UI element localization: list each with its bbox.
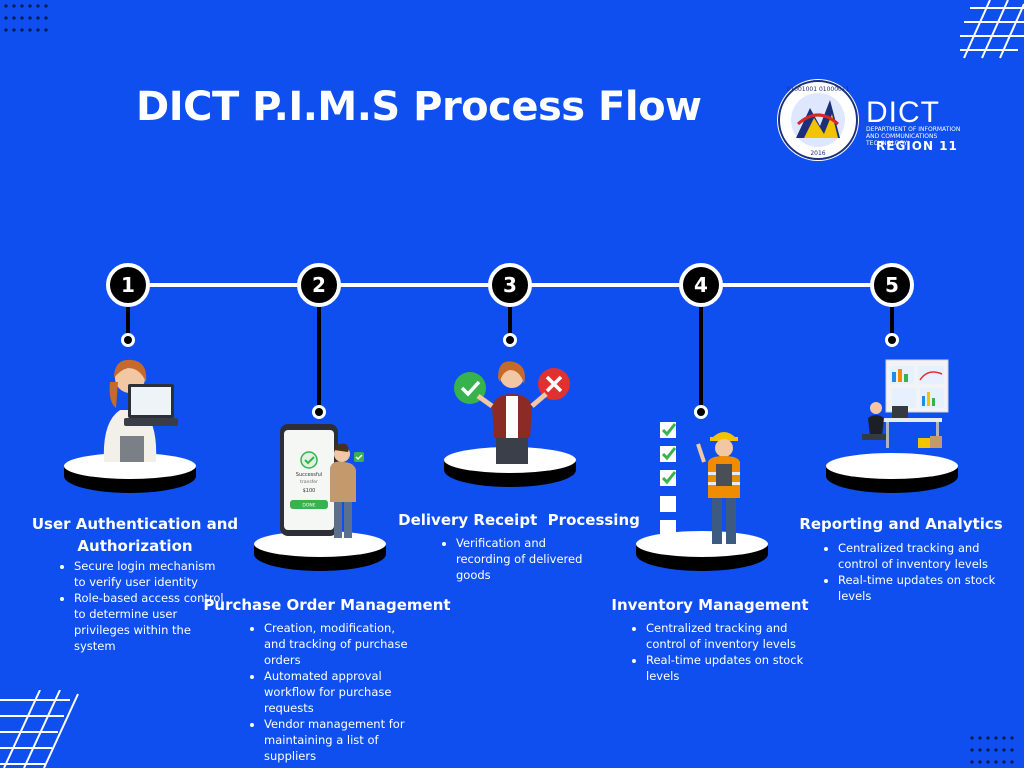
step-1-dot xyxy=(121,333,135,347)
step-4-bullets: Centralized tracking and control of inve… xyxy=(628,620,806,684)
step-5-platform xyxy=(826,453,958,493)
step-5-dot xyxy=(885,333,899,347)
phone-done-button: DONE xyxy=(302,503,315,509)
step-4-connector xyxy=(699,307,703,407)
step-2-platform xyxy=(254,531,386,571)
step-5-bullet: Real-time updates on stock levels xyxy=(838,572,998,604)
step-3-woman-decision-illustration xyxy=(454,361,570,464)
step-3-title: Delivery Receipt Processing xyxy=(398,511,640,529)
step-2-number: 2 xyxy=(297,263,341,307)
step-2-phone-man-illustration: Successful transfer $100 DONE xyxy=(280,424,364,538)
step-3-bullets: Verification and recording of delivered … xyxy=(438,535,586,583)
dot-grid-bottom-right xyxy=(970,736,1014,764)
hatch-pattern-top-right xyxy=(960,0,1024,59)
step-5-connector xyxy=(890,307,894,335)
step-2-bullet: Creation, modification, and tracking of … xyxy=(264,620,420,668)
step-1-bullets: Secure login mechanism to verify user id… xyxy=(56,558,226,654)
step-5-bullet: Centralized tracking and control of inve… xyxy=(838,540,998,572)
step-1-bullet: Secure login mechanism to verify user id… xyxy=(74,558,226,590)
step-1-connector xyxy=(126,307,130,335)
step-2-bullets: Creation, modification, and tracking of … xyxy=(246,620,420,764)
step-5-bullets: Centralized tracking and control of inve… xyxy=(820,540,998,604)
phone-success-label: Successful xyxy=(296,472,322,478)
step-2-bullet: Automated approval workflow for purchase… xyxy=(264,668,420,716)
step-4-checklist-worker-illustration xyxy=(660,422,740,544)
dict-wordmark: DICT xyxy=(866,96,940,129)
step-1-number: 1 xyxy=(106,263,150,307)
dict-region-text: REGION 11 xyxy=(876,139,958,153)
step-3-connector xyxy=(508,307,512,335)
step-4-bullet: Real-time updates on stock levels xyxy=(646,652,806,684)
step-1-woman-laptop-illustration xyxy=(103,359,178,462)
page-title: DICT P.I.M.S Process Flow xyxy=(136,84,702,130)
dict-department-text: DEPARTMENT OF INFORMATION AND COMMUNICAT… xyxy=(866,126,961,147)
step-1-title: User Authentication and Authorization xyxy=(31,515,239,555)
step-3-bullet: Verification and recording of delivered … xyxy=(456,535,586,583)
step-1-platform xyxy=(64,453,196,493)
step-2-bullet: Vendor management for maintaining a list… xyxy=(264,716,420,764)
step-1-bullet: Role-based access control to determine u… xyxy=(74,590,226,654)
dot-grid-top-left xyxy=(4,4,48,32)
step-5-analytics-desk-illustration xyxy=(862,359,949,448)
step-4-dot xyxy=(694,405,708,419)
seal-year-text: 2016 xyxy=(810,150,825,157)
phone-transfer-label: transfer xyxy=(300,479,318,485)
step-4-bullet: Centralized tracking and control of inve… xyxy=(646,620,806,652)
phone-amount: $100 xyxy=(303,488,316,494)
step-4-platform xyxy=(636,531,768,571)
step-4-number: 4 xyxy=(679,263,723,307)
step-3-number: 3 xyxy=(488,263,532,307)
step-2-title: Purchase Order Management xyxy=(203,596,451,614)
step-4-title: Inventory Management xyxy=(611,596,809,614)
step-5-title: Reporting and Analytics xyxy=(799,515,1003,533)
step-3-dot xyxy=(503,333,517,347)
step-2-dot xyxy=(312,405,326,419)
step-5-number: 5 xyxy=(870,263,914,307)
seal-binary-text: 01001001 01000011 xyxy=(787,86,850,93)
step-2-connector xyxy=(317,307,321,407)
hatch-pattern-bottom-left xyxy=(0,690,79,768)
dict-seal-logo: 01001001 01000011 2016 xyxy=(776,78,860,166)
